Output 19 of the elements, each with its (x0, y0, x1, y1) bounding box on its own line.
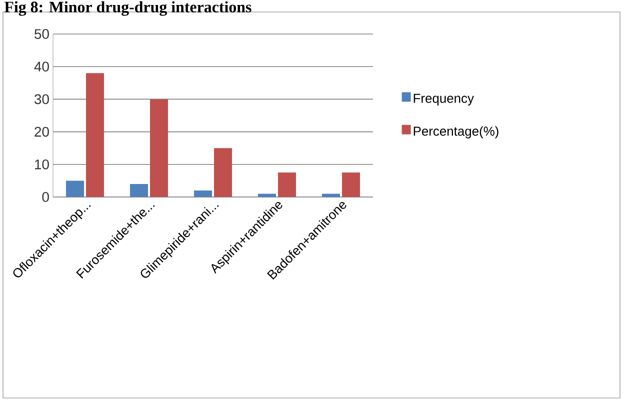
y-tick-label: 30 (34, 94, 49, 104)
bar (86, 73, 104, 197)
y-tick-label: 0 (42, 192, 49, 202)
legend-label: Frequency (414, 94, 474, 106)
bar (130, 184, 148, 197)
y-tick-label: 20 (34, 126, 49, 137)
bar (342, 172, 360, 197)
y-tick-label: 10 (35, 159, 49, 170)
bar (214, 148, 232, 197)
bar (66, 180, 84, 197)
y-tick-label: 40 (34, 62, 49, 72)
chart-title: Fig 8: Minor drug-drug interactions (4, 1, 252, 16)
bar (150, 99, 168, 197)
y-tick-label: 50 (34, 29, 49, 39)
bar (278, 172, 296, 197)
bar (194, 190, 212, 197)
bar (258, 194, 276, 197)
legend-label: Percentage(%) (414, 126, 498, 138)
bar (322, 194, 340, 197)
